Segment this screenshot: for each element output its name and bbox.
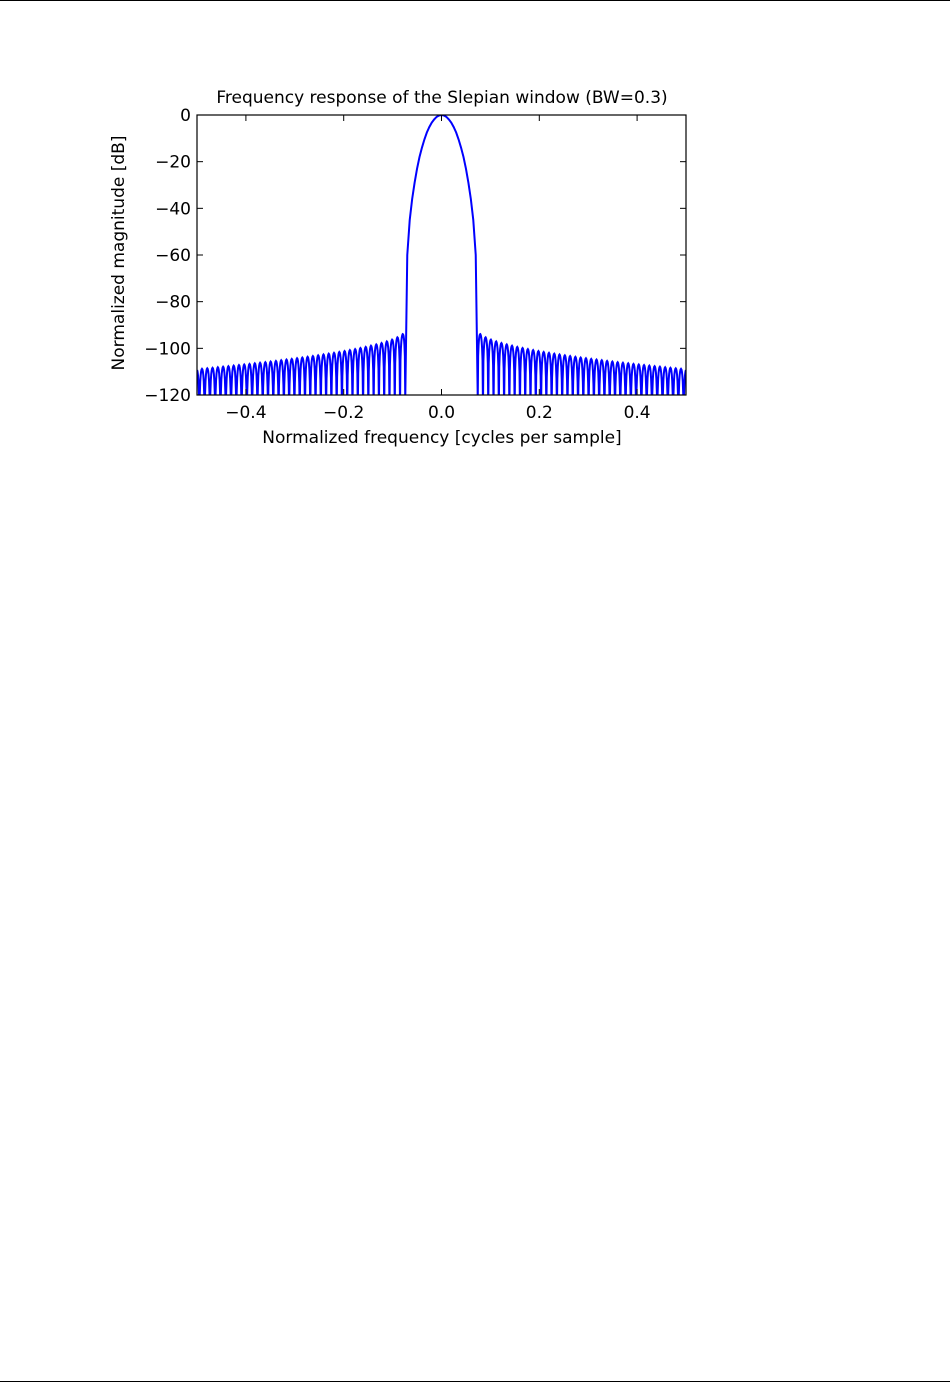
x-axis: −0.4 −0.2 0.0 0.2 0.4 — [225, 115, 651, 423]
x-tick-label: 0.0 — [428, 403, 455, 423]
y-axis-label: Normalized magnitude [dB] — [109, 136, 129, 371]
y-tick-label: −100 — [144, 339, 191, 359]
x-tick-label: 0.4 — [624, 403, 651, 423]
y-tick-label: −80 — [155, 293, 191, 313]
x-tick-label: −0.4 — [225, 403, 266, 423]
y-axis: 0 −20 −40 −60 −80 −100 −120 — [144, 106, 686, 406]
y-tick-label: −60 — [155, 246, 191, 266]
x-tick-label: 0.2 — [526, 403, 553, 423]
chart-title: Frequency response of the Slepian window… — [216, 88, 667, 108]
x-axis-label: Normalized frequency [cycles per sample] — [262, 428, 621, 448]
plot-frame — [196, 114, 687, 396]
top-rule — [0, 0, 950, 1]
response-line — [197, 115, 686, 395]
plot-area — [196, 114, 687, 396]
y-tick-label: −40 — [155, 199, 191, 219]
y-tick-label: −20 — [155, 153, 191, 173]
y-tick-label: −120 — [144, 386, 191, 406]
y-tick-label: 0 — [180, 106, 191, 126]
x-tick-label: −0.2 — [323, 403, 364, 423]
